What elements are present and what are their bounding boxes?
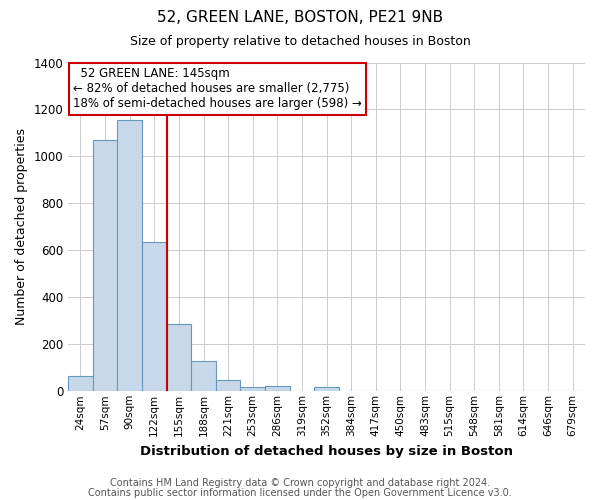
Bar	[265, 386, 290, 392]
Bar	[167, 324, 191, 392]
Bar	[93, 140, 118, 392]
Bar	[68, 376, 93, 392]
X-axis label: Distribution of detached houses by size in Boston: Distribution of detached houses by size …	[140, 444, 513, 458]
Text: 52 GREEN LANE: 145sqm
← 82% of detached houses are smaller (2,775)
18% of semi-d: 52 GREEN LANE: 145sqm ← 82% of detached …	[73, 68, 362, 110]
Bar	[314, 386, 339, 392]
Bar	[118, 120, 142, 392]
Text: 52, GREEN LANE, BOSTON, PE21 9NB: 52, GREEN LANE, BOSTON, PE21 9NB	[157, 10, 443, 25]
Text: Contains public sector information licensed under the Open Government Licence v3: Contains public sector information licen…	[88, 488, 512, 498]
Bar	[191, 360, 216, 392]
Text: Size of property relative to detached houses in Boston: Size of property relative to detached ho…	[130, 35, 470, 48]
Bar	[142, 242, 167, 392]
Y-axis label: Number of detached properties: Number of detached properties	[15, 128, 28, 326]
Text: Contains HM Land Registry data © Crown copyright and database right 2024.: Contains HM Land Registry data © Crown c…	[110, 478, 490, 488]
Bar	[216, 380, 241, 392]
Bar	[241, 386, 265, 392]
